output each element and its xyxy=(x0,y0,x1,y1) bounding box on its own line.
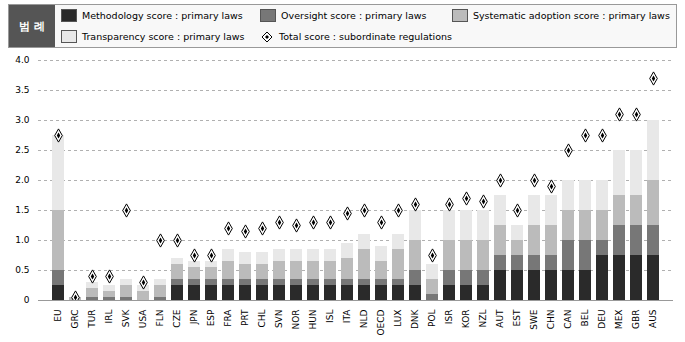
svg-text:SVK: SVK xyxy=(121,308,131,327)
svg-text:FRA: FRA xyxy=(223,309,233,327)
svg-text:3.5: 3.5 xyxy=(15,85,29,95)
svg-text:AUS: AUS xyxy=(648,309,658,328)
svg-text:0.5: 0.5 xyxy=(15,265,29,275)
svg-text:POL: POL xyxy=(427,310,437,328)
svg-text:FLN: FLN xyxy=(155,310,165,327)
svg-text:EST: EST xyxy=(512,309,522,326)
svg-text:0: 0 xyxy=(24,295,30,305)
svg-text:AUT: AUT xyxy=(495,309,505,328)
svg-text:SWE: SWE xyxy=(529,309,539,330)
svg-text:1.0: 1.0 xyxy=(15,235,30,245)
svg-text:CHL: CHL xyxy=(257,310,267,328)
svg-text:2.0: 2.0 xyxy=(15,175,30,185)
svg-text:NZL: NZL xyxy=(478,310,488,328)
svg-text:GBR: GBR xyxy=(631,310,641,329)
svg-text:KOR: KOR xyxy=(461,310,471,329)
svg-text:CZE: CZE xyxy=(172,309,182,327)
svg-text:JPN: JPN xyxy=(189,310,199,326)
svg-text:CHN: CHN xyxy=(546,310,556,330)
svg-text:MEX: MEX xyxy=(614,310,624,330)
svg-text:1.5: 1.5 xyxy=(15,205,29,215)
svg-text:IRL: IRL xyxy=(104,310,114,324)
svg-text:LUX: LUX xyxy=(393,310,403,327)
svg-text:TUR: TUR xyxy=(87,310,97,329)
svg-text:DNK: DNK xyxy=(410,308,420,329)
svg-text:GRC: GRC xyxy=(70,310,80,329)
svg-text:ITA: ITA xyxy=(342,309,352,323)
svg-text:USA: USA xyxy=(138,309,148,328)
html-text:Oversight score : primary laws: Oversight score : primary laws xyxy=(281,10,427,21)
svg-text:HUN: HUN xyxy=(308,310,318,330)
svg-text:PRT: PRT xyxy=(240,309,250,326)
svg-text:OECD: OECD xyxy=(376,309,386,335)
svg-text:DEU: DEU xyxy=(597,310,607,329)
svg-text:NOR: NOR xyxy=(291,310,301,330)
html-text:Transparency score : primary l: Transparency score : primary laws xyxy=(82,31,245,42)
svg-text:ISL: ISL xyxy=(325,310,335,323)
html-text:Methodology score : primary la: Methodology score : primary laws xyxy=(82,10,243,21)
svg-text:CAN: CAN xyxy=(563,310,573,329)
svg-text:ISR: ISR xyxy=(444,310,454,325)
html-text:범 례: 범 례 xyxy=(19,19,45,33)
svg-text:BEL: BEL xyxy=(580,310,590,327)
svg-text:SVN: SVN xyxy=(274,310,284,329)
html-text:Systematic adoption score : pr: Systematic adoption score : primary laws xyxy=(472,10,670,21)
svg-text:NLD: NLD xyxy=(359,309,369,328)
svg-text:4.0: 4.0 xyxy=(15,55,30,65)
svg-text:EU: EU xyxy=(53,310,63,322)
html-text:Total score : subordinate regu: Total score : subordinate regulations xyxy=(279,31,452,42)
svg-text:2.5: 2.5 xyxy=(15,145,29,155)
svg-text:ESP: ESP xyxy=(206,309,216,326)
svg-text:3.0: 3.0 xyxy=(15,115,30,125)
